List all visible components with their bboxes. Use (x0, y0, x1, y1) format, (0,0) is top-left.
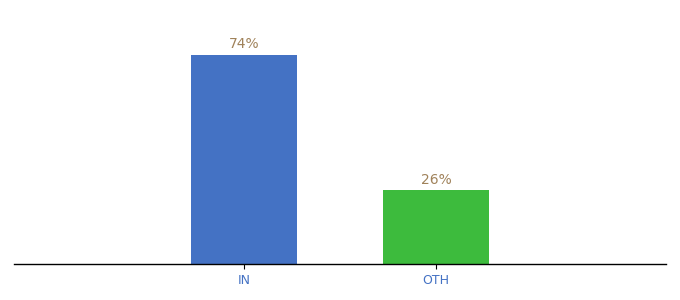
Bar (384, 190, 489, 264)
Text: 74%: 74% (228, 37, 259, 51)
Bar (191, 55, 296, 264)
Text: 26%: 26% (421, 173, 452, 187)
